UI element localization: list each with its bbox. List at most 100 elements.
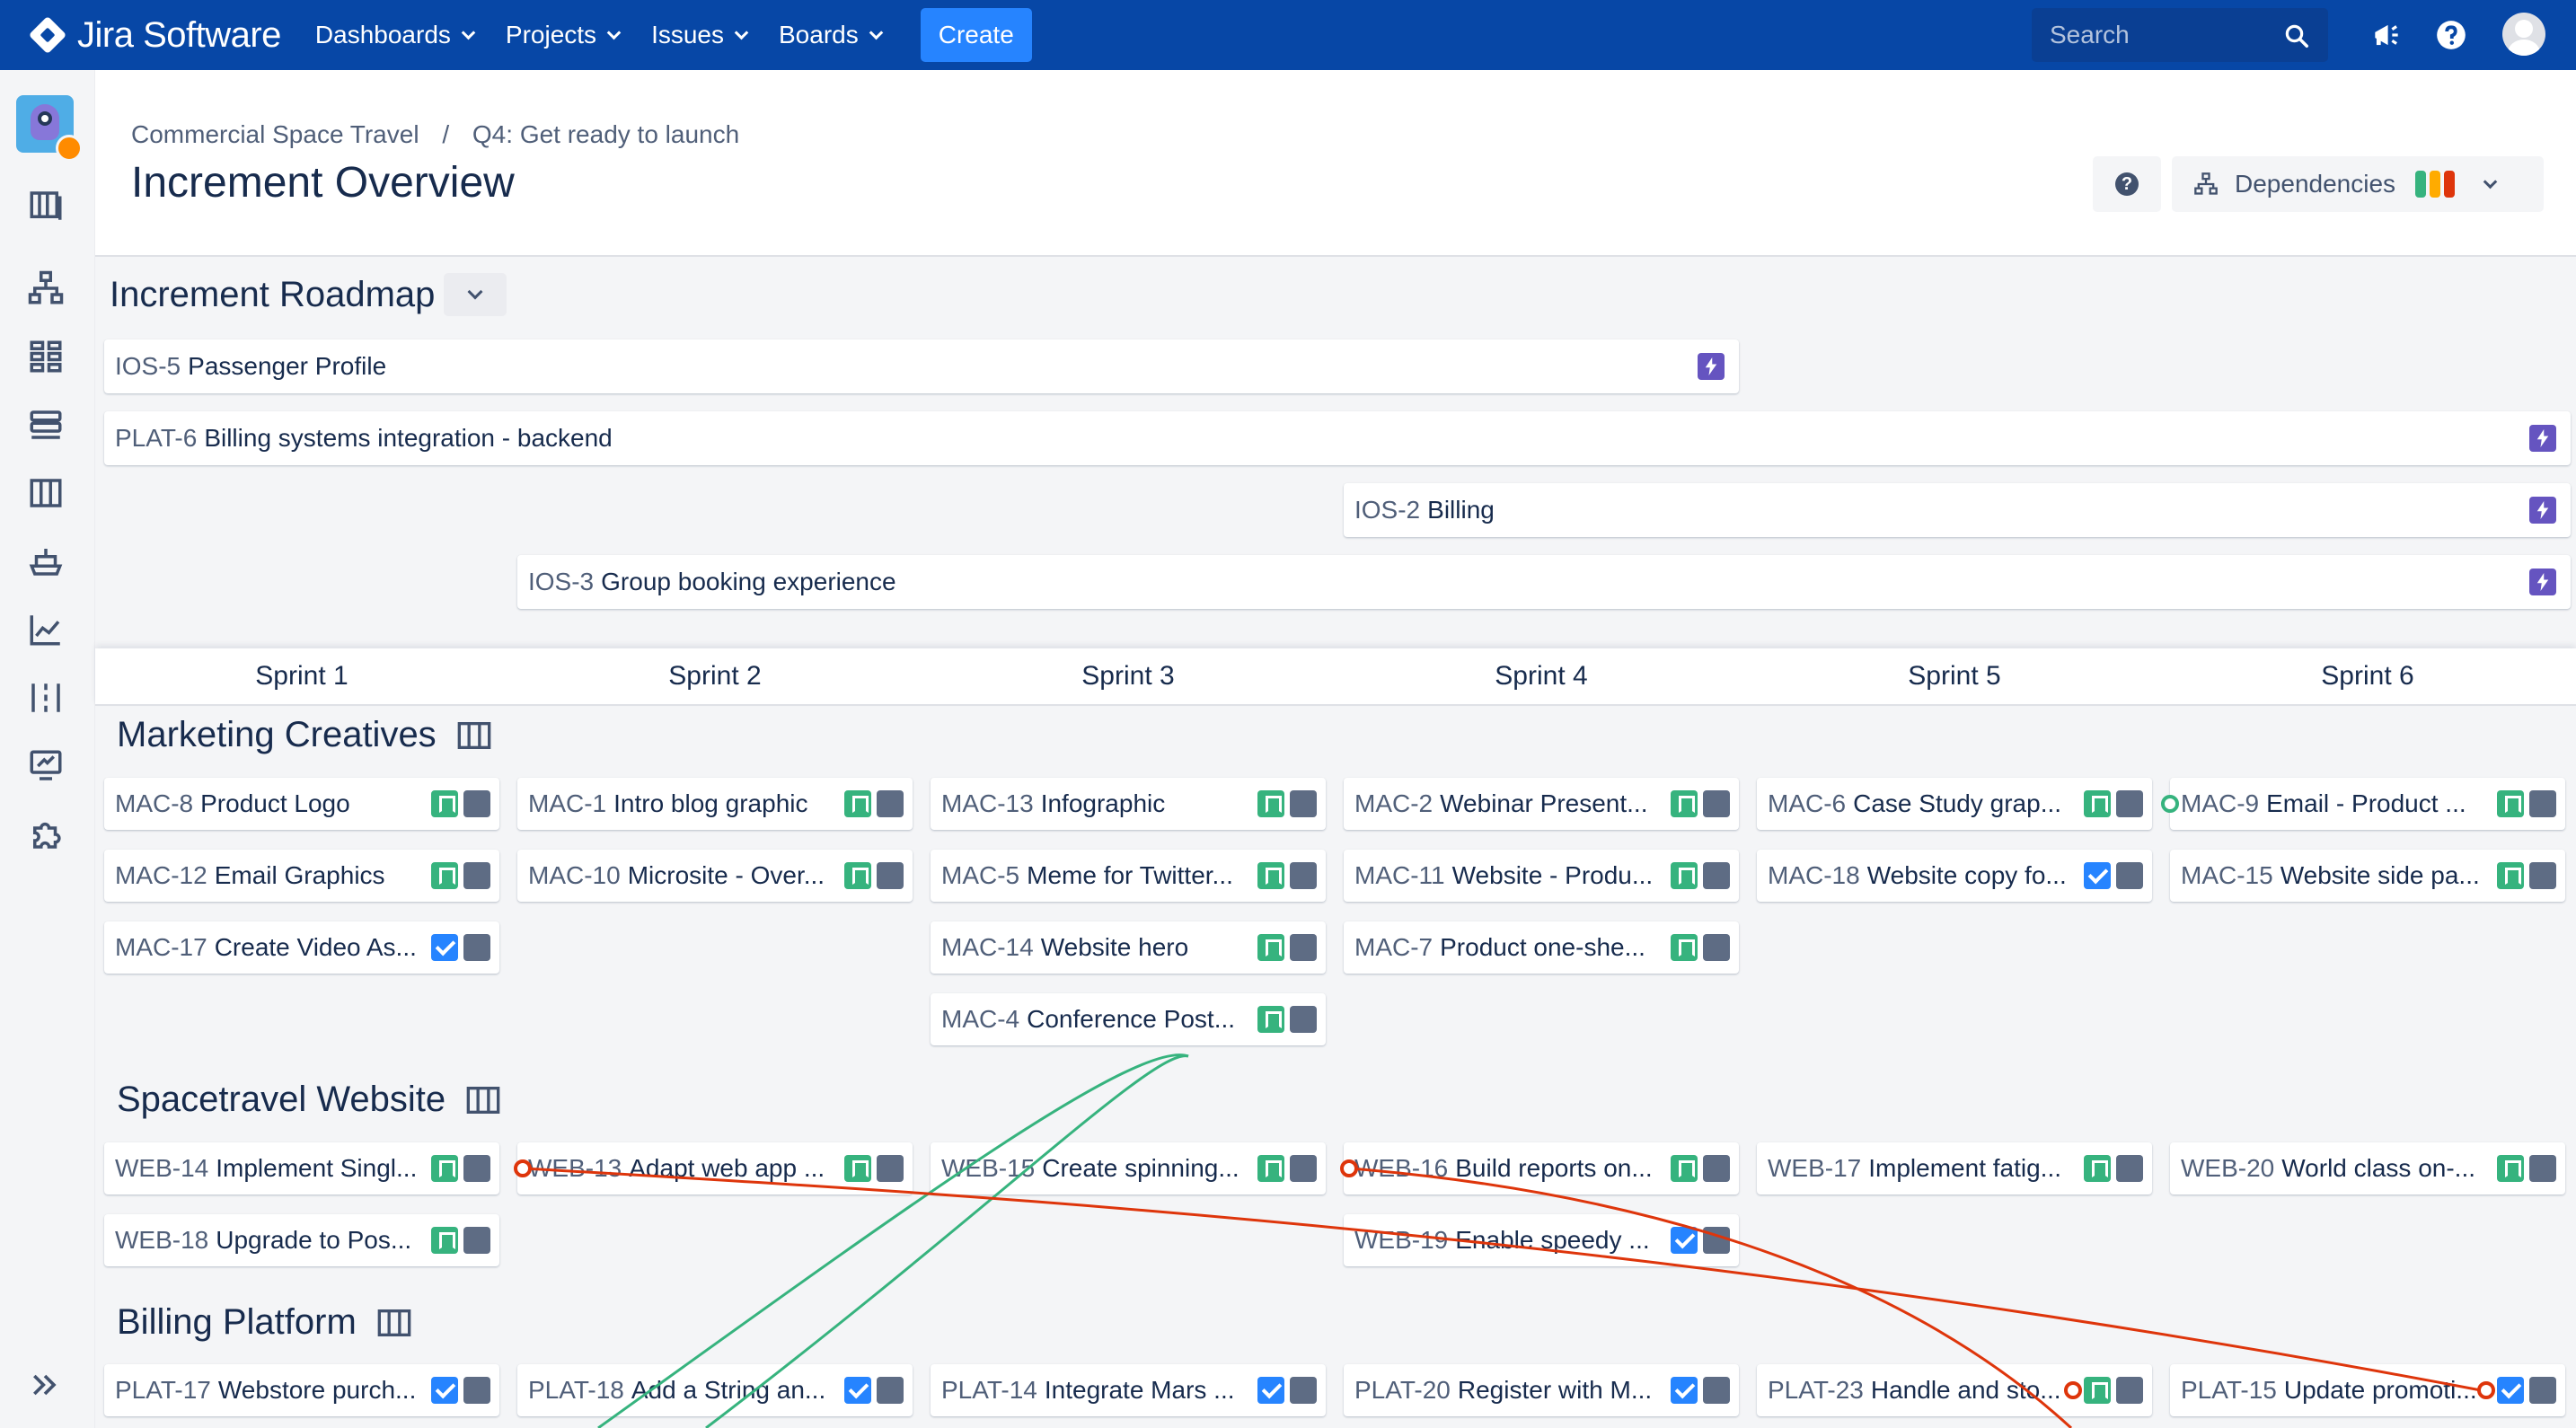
issue-card[interactable]: MAC-10 Microsite - Over...: [517, 850, 913, 902]
apps-grid-icon[interactable]: [27, 338, 65, 375]
status-icon: [877, 1155, 904, 1182]
issue-card[interactable]: WEB-14 Implement Singl...: [104, 1142, 499, 1194]
board-icon[interactable]: [27, 474, 65, 512]
issue-card[interactable]: MAC-1 Intro blog graphic: [517, 778, 913, 830]
nav-projects[interactable]: Projects: [506, 21, 622, 49]
dependency-handle[interactable]: [514, 1159, 532, 1177]
issue-card[interactable]: MAC-4 Conference Post...: [931, 993, 1326, 1045]
reports-icon[interactable]: [27, 611, 65, 648]
status-icon: [1290, 1155, 1317, 1182]
issue-card[interactable]: PLAT-18 Add a String an...: [517, 1364, 913, 1416]
puzzle-icon[interactable]: [27, 815, 65, 853]
issue-key: WEB-17: [1768, 1154, 1862, 1182]
issue-title: Website side pa...: [2280, 861, 2480, 889]
avatar[interactable]: [2502, 13, 2545, 56]
issue-card[interactable]: WEB-16 Build reports on...: [1344, 1142, 1739, 1194]
dependency-handle[interactable]: [2064, 1381, 2082, 1399]
feature-bar[interactable]: PLAT-6 Billing systems integration - bac…: [104, 411, 2571, 465]
team-board-icon[interactable]: [465, 1085, 501, 1115]
issue-card[interactable]: MAC-7 Product one-she...: [1344, 921, 1739, 974]
issue-card[interactable]: PLAT-14 Integrate Mars ...: [931, 1364, 1326, 1416]
issue-key: PLAT-18: [528, 1376, 624, 1404]
team-name: Billing Platform: [117, 1302, 357, 1342]
breadcrumb-project[interactable]: Commercial Space Travel: [131, 120, 419, 148]
issue-card[interactable]: WEB-13 Adapt web app ...: [517, 1142, 913, 1194]
nav-dashboards[interactable]: Dashboards: [315, 21, 476, 49]
roadmap-collapse-button[interactable]: [444, 273, 507, 316]
issue-title: Register with M...: [1457, 1376, 1653, 1404]
story-icon: [431, 790, 458, 817]
issue-card[interactable]: PLAT-20 Register with M...: [1344, 1364, 1739, 1416]
sprint-label: Sprint 1: [255, 661, 348, 691]
issue-card[interactable]: WEB-20 World class on-...: [2170, 1142, 2565, 1194]
issue-card[interactable]: MAC-8 Product Logo: [104, 778, 499, 830]
expand-sidebar-icon[interactable]: [27, 1367, 63, 1403]
issue-card[interactable]: MAC-12 Email Graphics: [104, 850, 499, 902]
notifications-icon[interactable]: [2369, 18, 2404, 52]
help-icon[interactable]: [2434, 18, 2468, 52]
issue-title: Integrate Mars ...: [1044, 1376, 1235, 1404]
status-icon: [877, 790, 904, 817]
issue-title: Create spinning...: [1042, 1154, 1239, 1182]
story-icon: [1257, 790, 1284, 817]
hierarchy-icon[interactable]: [27, 269, 65, 307]
issue-card[interactable]: MAC-14 Website hero: [931, 921, 1326, 974]
issue-card[interactable]: MAC-6 Case Study grap...: [1757, 778, 2152, 830]
page-help-button[interactable]: ?: [2093, 156, 2161, 212]
header-divider: [95, 255, 2576, 257]
search-placeholder: Search: [2050, 21, 2130, 48]
roadmap-icon[interactable]: [27, 187, 65, 225]
dependency-handle[interactable]: [1340, 1159, 1358, 1177]
jira-logo[interactable]: Jira Software: [28, 0, 281, 70]
dependencies-button[interactable]: Dependencies: [2172, 156, 2544, 212]
issue-card[interactable]: MAC-13 Infographic: [931, 778, 1326, 830]
issue-card[interactable]: MAC-11 Website - Produ...: [1344, 850, 1739, 902]
issue-card[interactable]: WEB-18 Upgrade to Pos...: [104, 1214, 499, 1266]
issue-card[interactable]: WEB-19 Enable speedy ...: [1344, 1214, 1739, 1266]
search-icon: [2285, 24, 2308, 48]
issue-card[interactable]: PLAT-17 Webstore purch...: [104, 1364, 499, 1416]
issue-card[interactable]: WEB-15 Create spinning...: [931, 1142, 1326, 1194]
dependency-handle[interactable]: [2477, 1381, 2495, 1399]
issue-card[interactable]: PLAT-15 Update promoti...: [2170, 1364, 2565, 1416]
feature-bar[interactable]: IOS-3 Group booking experience: [517, 555, 2571, 609]
dependencies-icon: [2194, 172, 2218, 195]
create-button[interactable]: Create: [920, 8, 1032, 62]
issue-card[interactable]: WEB-17 Implement fatig...: [1757, 1142, 2152, 1194]
timeline-icon[interactable]: [27, 679, 65, 717]
issue-card[interactable]: MAC-15 Website side pa...: [2170, 850, 2565, 902]
issue-card[interactable]: MAC-5 Meme for Twitter...: [931, 850, 1326, 902]
issue-title: Adapt web app ...: [629, 1154, 825, 1182]
issue-icons: [2084, 1155, 2143, 1182]
issue-card[interactable]: MAC-18 Website copy fo...: [1757, 850, 2152, 902]
dependency-line: [524, 1167, 2482, 1392]
team-board-icon[interactable]: [456, 720, 492, 751]
roadmap-title: Increment Roadmap: [110, 275, 436, 314]
nav-boards[interactable]: Boards: [779, 21, 883, 49]
breadcrumb-increment[interactable]: Q4: Get ready to launch: [472, 120, 740, 148]
nav-boards-label: Boards: [779, 21, 859, 48]
dependency-handle[interactable]: [2161, 795, 2179, 813]
issue-title: Website hero: [1040, 933, 1189, 961]
feature-bar[interactable]: IOS-5 Passenger Profile: [104, 339, 1739, 393]
nav-issues[interactable]: Issues: [651, 21, 749, 49]
epic-icon: [1698, 353, 1725, 380]
issue-card[interactable]: MAC-17 Create Video As...: [104, 921, 499, 974]
issue-card[interactable]: MAC-9 Email - Product ...: [2170, 778, 2565, 830]
epic-icon: [2529, 425, 2556, 452]
ship-icon[interactable]: [27, 542, 65, 580]
issue-card[interactable]: MAC-2 Webinar Present...: [1344, 778, 1739, 830]
issue-icons: [844, 1155, 904, 1182]
status-icon: [877, 862, 904, 889]
issue-card[interactable]: PLAT-23 Handle and sto...: [1757, 1364, 2152, 1416]
feature-bar[interactable]: IOS-2 Billing: [1344, 483, 2571, 537]
presentation-icon[interactable]: [27, 747, 65, 785]
team-board-icon[interactable]: [376, 1308, 412, 1338]
nav-issues-label: Issues: [651, 21, 724, 48]
search-input[interactable]: Search: [2032, 8, 2328, 62]
backlog-icon[interactable]: [27, 406, 65, 444]
issue-key: PLAT-17: [115, 1376, 211, 1404]
project-avatar[interactable]: [16, 95, 83, 162]
issue-key: MAC-4: [941, 1005, 1020, 1033]
issue-icons: [1671, 1155, 1730, 1182]
